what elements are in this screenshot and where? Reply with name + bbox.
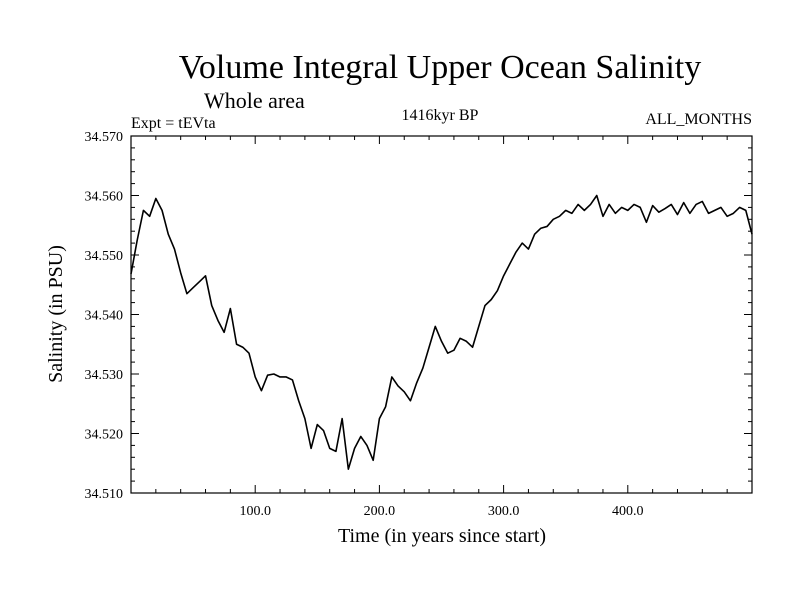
plot-frame [130,135,753,494]
y-tick-label: 34.570 [85,130,124,145]
y-tick-label: 34.550 [85,249,124,264]
y-axis-label: Salinity (in PSU) [45,245,67,383]
x-axis: 100.0 200.0 300.0 400.0 [155,136,728,519]
x-tick-label: 100.0 [239,504,271,519]
x-axis-label: Time (in years since start) [338,525,546,547]
y-tick-label: 34.520 [85,428,124,443]
chart-subtitle: Whole area [204,88,305,113]
y-tick-label: 34.540 [85,309,124,324]
months-label: ALL_MONTHS [645,111,752,128]
x-tick-label: 300.0 [488,504,520,519]
salinity-series-line [130,194,753,470]
expt-label: Expt = tEVta [131,115,216,132]
y-tick-label: 34.510 [85,487,124,502]
x-tick-label: 400.0 [612,504,644,519]
y-tick-label: 34.530 [85,368,124,383]
chart-title: Volume Integral Upper Ocean Salinity [179,49,701,86]
x-tick-label: 200.0 [364,504,396,519]
y-axis: 34.510 34.520 34.530 34.540 34.550 34.560 34.5… [85,130,752,502]
period-label: 1416kyr BP [402,107,479,124]
y-tick-label: 34.560 [85,190,124,205]
